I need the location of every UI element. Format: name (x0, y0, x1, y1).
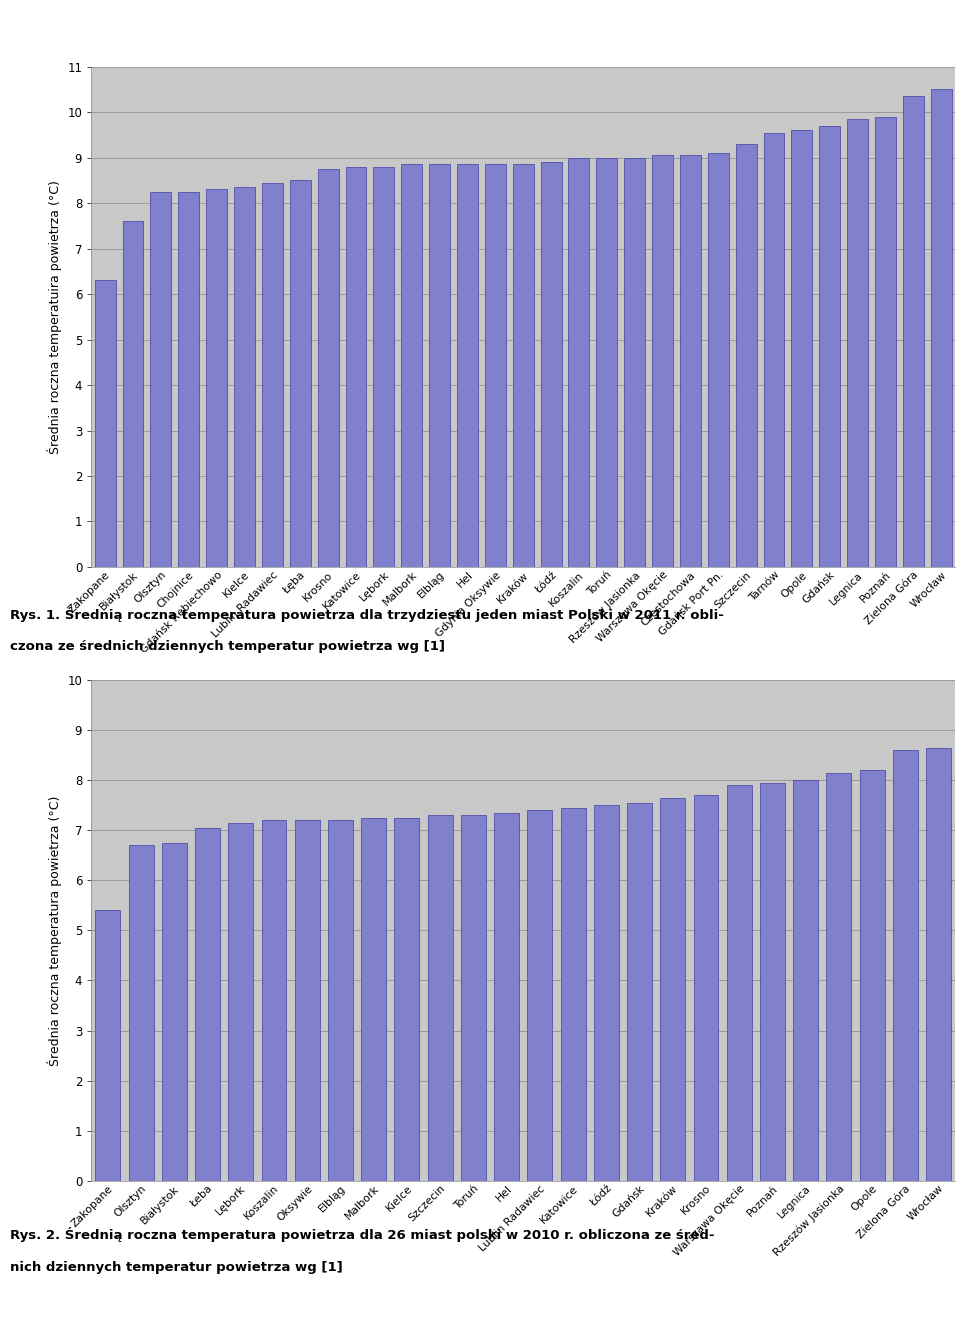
Bar (123, 221, 143, 567)
Bar (727, 786, 752, 1181)
Bar (290, 180, 311, 567)
Bar (151, 192, 171, 567)
Bar (295, 820, 320, 1181)
Bar (328, 820, 353, 1181)
Bar (931, 89, 951, 567)
Bar (735, 144, 756, 567)
Text: Rys. 2. Średnią roczna temperatura powietrza dla 26 miast polski w 2010 r. oblic: Rys. 2. Średnią roczna temperatura powie… (10, 1227, 714, 1242)
Bar (708, 153, 729, 567)
Bar (760, 783, 785, 1181)
Bar (680, 155, 701, 567)
Bar (228, 823, 253, 1181)
Bar (262, 183, 283, 567)
Text: Rys. 1. Średnią roczna temperatura powietrza dla trzydziestu jeden miast Polski : Rys. 1. Średnią roczna temperatura powie… (10, 607, 724, 622)
Bar (373, 167, 395, 567)
Bar (527, 810, 552, 1181)
Bar (513, 164, 534, 567)
Bar (494, 812, 519, 1181)
Bar (627, 803, 652, 1181)
Bar (827, 772, 852, 1181)
Bar (346, 167, 367, 567)
Bar (206, 189, 228, 567)
Bar (903, 96, 924, 567)
Bar (819, 125, 840, 567)
Bar (179, 192, 200, 567)
Bar (95, 910, 120, 1181)
Bar (429, 164, 450, 567)
Bar (848, 119, 868, 567)
Bar (568, 157, 589, 567)
Bar (624, 157, 645, 567)
Bar (763, 132, 784, 567)
Bar (660, 798, 685, 1181)
Bar (427, 815, 452, 1181)
Bar (485, 164, 506, 567)
Bar (361, 818, 386, 1181)
Bar (195, 828, 220, 1181)
Bar (876, 116, 896, 567)
Bar (261, 820, 286, 1181)
Bar (401, 164, 422, 567)
Bar (791, 131, 812, 567)
Text: czona ze średnich dziennych temperatur powietrza wg [1]: czona ze średnich dziennych temperatur p… (10, 640, 444, 654)
Bar (596, 157, 617, 567)
Bar (461, 815, 486, 1181)
Y-axis label: Średnia roczna temperatura powietrza (°C): Średnia roczna temperatura powietrza (°C… (47, 795, 61, 1066)
Y-axis label: Średnia roczna temperatuira powietrza (°C): Średnia roczna temperatuira powietrza (°… (47, 180, 61, 454)
Bar (129, 846, 154, 1181)
Bar (234, 187, 255, 567)
Bar (318, 169, 339, 567)
Bar (893, 750, 918, 1181)
Bar (693, 795, 718, 1181)
Bar (561, 808, 586, 1181)
Bar (457, 164, 478, 567)
Bar (594, 806, 619, 1181)
Bar (162, 843, 187, 1181)
Bar (95, 280, 115, 567)
Bar (540, 163, 562, 567)
Bar (926, 748, 951, 1181)
Bar (652, 155, 673, 567)
Bar (793, 780, 818, 1181)
Bar (859, 771, 884, 1181)
Text: nich dziennych temperatur powietrza wg [1]: nich dziennych temperatur powietrza wg [… (10, 1261, 343, 1274)
Bar (395, 818, 420, 1181)
